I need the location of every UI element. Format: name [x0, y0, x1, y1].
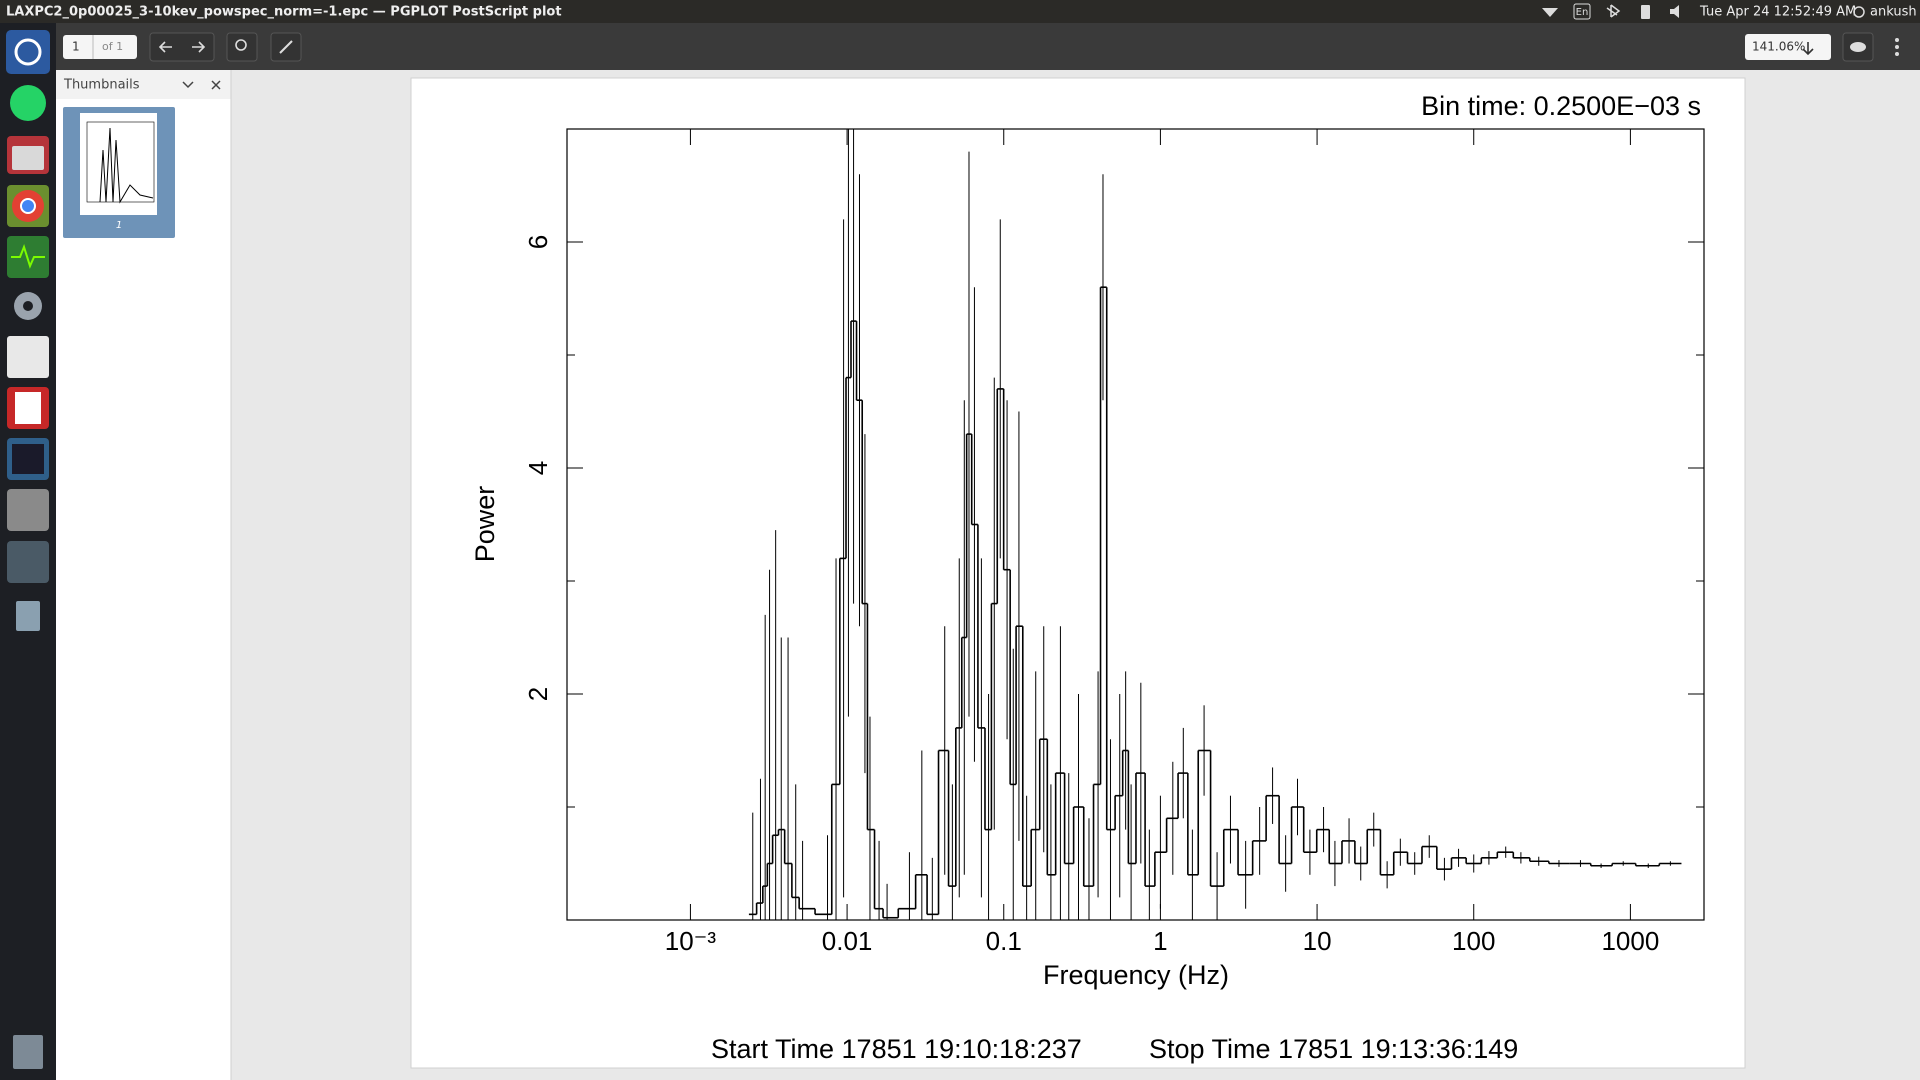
search-icon: [235, 39, 247, 51]
help-icon[interactable]: [7, 489, 49, 531]
plot-frame: [566, 128, 1705, 921]
y-tick-label: 4: [523, 461, 553, 475]
trash-icon[interactable]: [13, 1035, 43, 1069]
zoom-dropdown[interactable]: [1802, 42, 1814, 56]
next-button[interactable]: [192, 41, 206, 53]
prev-button[interactable]: [158, 41, 172, 53]
sidebar-header: [56, 70, 231, 99]
whatsapp-icon[interactable]: [10, 85, 46, 121]
sidebar-dropdown[interactable]: [182, 81, 194, 89]
menu-dot: [1895, 38, 1899, 42]
spectrum: [748, 129, 1682, 920]
x-tick-label: 100: [1452, 926, 1495, 956]
y-tick-label: 2: [523, 687, 553, 701]
menu-dot: [1895, 45, 1899, 49]
chrome-center: [20, 198, 36, 214]
monitor-graph: [11, 244, 45, 269]
start-time: Start Time 17851 19:10:18:237: [711, 1034, 1082, 1064]
thumbnail-page: [80, 113, 157, 215]
x-tick-label: 0.01: [822, 926, 873, 956]
dash-logo: [14, 38, 42, 66]
user-name[interactable]: ankush: [1870, 5, 1917, 20]
x-tick-label: 1: [1153, 926, 1167, 956]
evince-page: [15, 392, 41, 424]
status-icons: En: [1542, 3, 1679, 20]
search-button[interactable]: [226, 32, 258, 62]
volume-icon[interactable]: [1670, 5, 1679, 18]
zoom-level[interactable]: 141.06%: [1752, 40, 1805, 54]
settings-hole: [23, 301, 33, 311]
clock[interactable]: Tue Apr 24 12:52:49 AM: [1699, 5, 1856, 20]
keyboard-icon[interactable]: [1573, 3, 1591, 20]
power-icon[interactable]: [1853, 6, 1865, 18]
page-count: of 1: [102, 40, 123, 53]
top-bar: [0, 0, 1920, 23]
page-entry[interactable]: [63, 35, 137, 59]
keyboard-layout[interactable]: En: [1576, 7, 1589, 18]
menu-button[interactable]: [1895, 38, 1899, 56]
x-tick-label: 10⁻³: [665, 926, 717, 956]
thumbnail-plot: [99, 127, 154, 204]
window-title: LAXPC2_0p00025_3-10kev_powspec_norm=-1.e…: [6, 5, 562, 20]
menu-dot: [1895, 52, 1899, 56]
toolbar: [56, 23, 1920, 70]
wifi-icon[interactable]: [1542, 8, 1558, 17]
stop-time: Stop Time 17851 19:13:36:149: [1149, 1034, 1518, 1064]
thumbnail-label[interactable]: 1: [116, 220, 122, 231]
files-folder: [12, 146, 44, 170]
nav-buttons: [149, 32, 215, 62]
sidebar-close[interactable]: [211, 80, 221, 90]
plot-title: Bin time: 0.2500E−03 s: [1421, 91, 1701, 121]
x-tick-label: 10: [1303, 926, 1332, 956]
zoom-clip: 141.06%: [1752, 40, 1805, 54]
sidebar: [56, 70, 231, 1080]
x-tick-label: 0.1: [986, 926, 1022, 956]
y-tick-label: 6: [523, 235, 553, 249]
tex-icon[interactable]: [7, 336, 49, 378]
x-axis-label: Frequency (Hz): [1043, 960, 1229, 990]
plot: Bin time: 0.2500E−03 s Frequency (Hz) Po…: [470, 91, 1705, 1064]
doc-icon[interactable]: [16, 601, 40, 631]
terminal-screen: [12, 444, 44, 474]
launcher-icons: [6, 30, 50, 1069]
battery-icon[interactable]: [1641, 5, 1650, 19]
y-axis-label: Power: [470, 486, 500, 563]
eye-icon: [1850, 42, 1866, 52]
sidebar-title: Thumbnails: [63, 78, 140, 93]
bluetooth-icon[interactable]: [1606, 4, 1621, 18]
page-number[interactable]: 1: [72, 40, 80, 54]
dash-icon[interactable]: [6, 30, 50, 74]
app-icon[interactable]: [7, 541, 49, 583]
pencil-icon: [279, 40, 293, 54]
x-tick-label: 1000: [1601, 926, 1659, 956]
